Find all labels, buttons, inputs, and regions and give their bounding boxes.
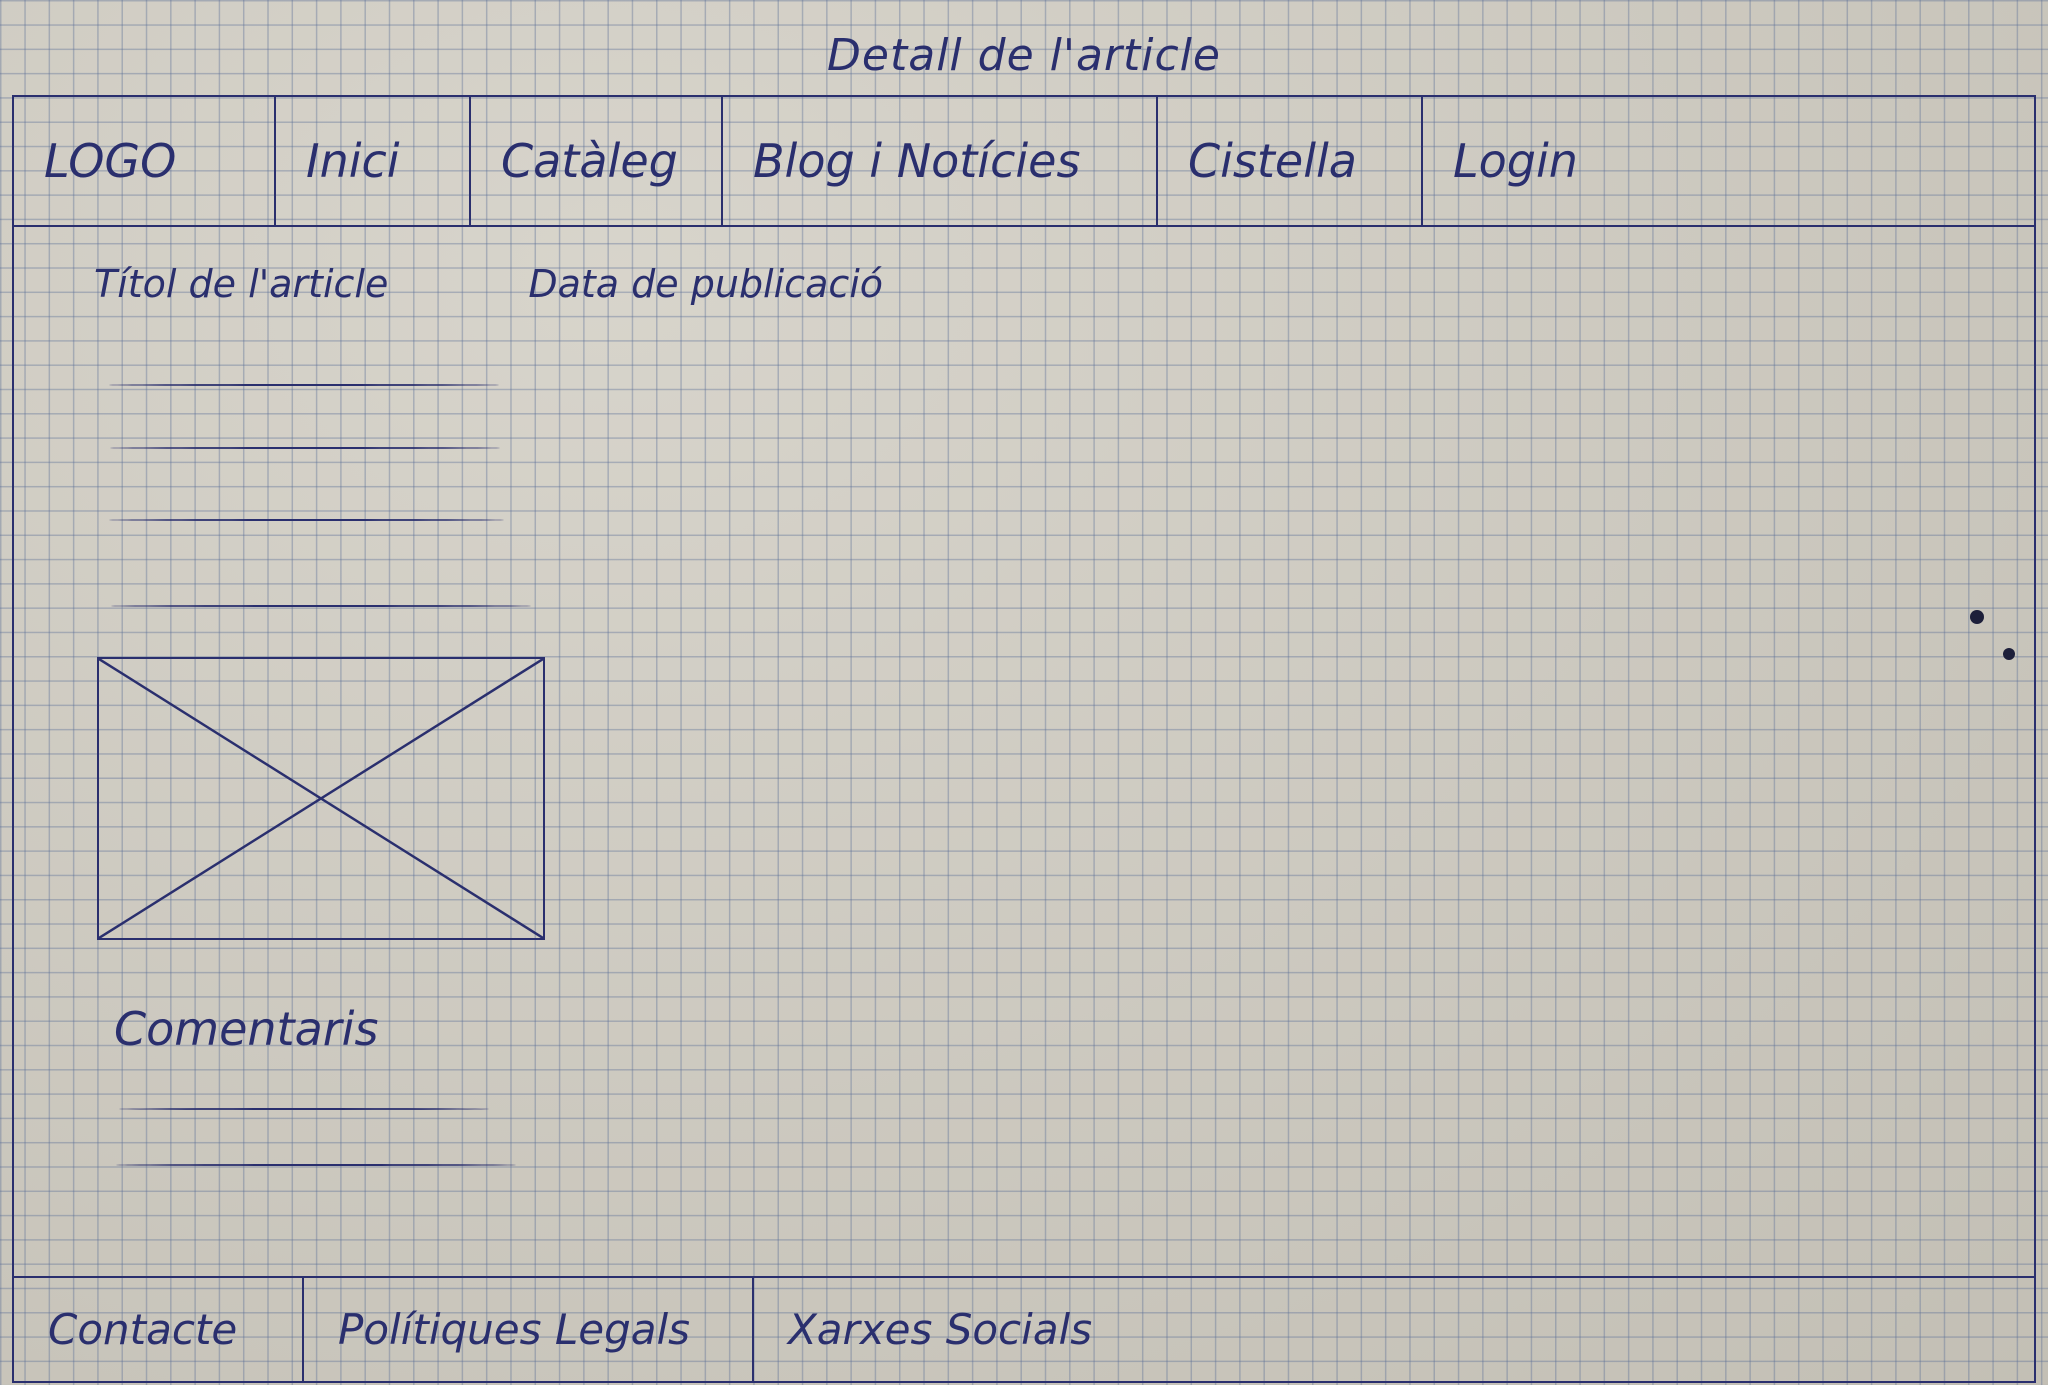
nav-item-cataleg[interactable]: Catàleg <box>471 97 723 225</box>
comment-line <box>116 1164 516 1166</box>
article-image <box>97 657 545 940</box>
nav-item-inici[interactable]: Inici <box>276 97 471 225</box>
comments-title: Comentaris <box>114 1002 379 1056</box>
image-placeholder-icon <box>99 659 543 938</box>
ink-stain <box>1970 610 1984 624</box>
comment-line <box>119 1108 489 1110</box>
logo[interactable]: LOGO <box>14 97 276 225</box>
footer-item-contacte[interactable]: Contacte <box>14 1278 304 1381</box>
article-body-line <box>110 447 500 449</box>
article-body-line <box>109 519 504 521</box>
article-header: Títol de l'article Data de publicació <box>94 262 883 306</box>
nav-item-login[interactable]: Login <box>1453 134 1578 188</box>
site-footer: Contacte Polítiques Legals Xarxes Social… <box>14 1276 2034 1381</box>
article-title: Títol de l'article <box>94 262 389 306</box>
site-header: LOGO Inici Catàleg Blog i Notícies Ciste… <box>14 97 2034 227</box>
article-date: Data de publicació <box>528 262 884 306</box>
nav-item-blog[interactable]: Blog i Notícies <box>723 97 1158 225</box>
page-frame: LOGO Inici Catàleg Blog i Notícies Ciste… <box>12 95 2036 1383</box>
ink-stain <box>2003 648 2015 660</box>
footer-item-xarxes[interactable]: Xarxes Socials <box>788 1305 1093 1354</box>
footer-item-politiques[interactable]: Polítiques Legals <box>304 1278 754 1381</box>
nav-item-cistella[interactable]: Cistella <box>1158 97 1423 225</box>
page-title: Detall de l'article <box>827 30 1221 81</box>
article-body-line <box>109 384 499 386</box>
article-body-line <box>111 605 531 607</box>
